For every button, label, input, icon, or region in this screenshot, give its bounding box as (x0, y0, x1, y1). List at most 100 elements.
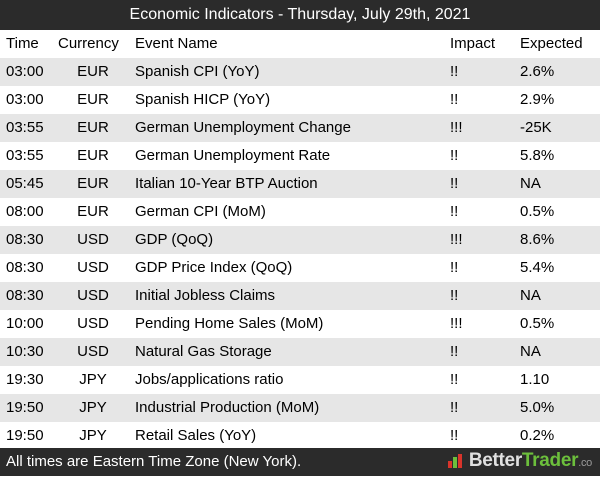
cell-time: 08:30 (6, 231, 44, 248)
table-row: 08:30 USD Initial Jobless Claims!! NA (0, 282, 600, 310)
cell-currency: EUR (77, 63, 109, 80)
cell-event-name: Retail Sales (YoY) (135, 427, 257, 444)
cell-time: 08:00 (6, 203, 44, 220)
cell-event-name: Italian 10-Year BTP Auction (135, 175, 318, 192)
table-row: 10:30 USD Natural Gas Storage!! NA (0, 338, 600, 366)
cell-expected: NA (520, 175, 541, 192)
cell-expected: 5.4% (520, 259, 555, 276)
table-row: 08:30 USD GDP (QoQ)!!! 8.6% (0, 226, 600, 254)
table-row: 05:45 EUR Italian 10-Year BTP Auction!! NA (0, 170, 600, 198)
column-header-row: Time Currency Event Name Impact Expected (0, 30, 600, 58)
cell-expected: 5.8% (520, 147, 555, 164)
table-row: 10:00 USD Pending Home Sales (MoM)!!! 0.5% (0, 310, 600, 338)
cell-impact: !! (450, 203, 459, 220)
cell-impact: !! (450, 343, 459, 360)
column-header-time: Time (6, 35, 39, 52)
bar-chart-logo-icon (447, 454, 464, 470)
cell-event-name: Initial Jobless Claims (135, 287, 276, 304)
cell-time: 19:50 (6, 427, 44, 444)
cell-currency: JPY (79, 399, 107, 416)
cell-expected: NA (520, 287, 541, 304)
cell-time: 05:45 (6, 175, 44, 192)
cell-impact: !! (450, 427, 459, 444)
cell-event-name: German Unemployment Change (135, 119, 351, 136)
cell-event-name: GDP Price Index (QoQ) (135, 259, 293, 276)
cell-impact: !! (450, 91, 459, 108)
table-row: 08:30 USD GDP Price Index (QoQ)!! 5.4% (0, 254, 600, 282)
column-header-currency: Currency (58, 35, 119, 52)
cell-expected: 2.6% (520, 63, 555, 80)
cell-event-name: Industrial Production (MoM) (135, 399, 320, 416)
cell-expected: 0.5% (520, 203, 555, 220)
cell-impact: !!! (450, 231, 463, 248)
cell-currency: USD (77, 315, 109, 332)
brand-name: BetterTrader.co (469, 447, 592, 477)
cell-time: 19:30 (6, 371, 44, 388)
cell-currency: JPY (79, 427, 107, 444)
brand-name-part1: Better (468, 450, 522, 471)
brand-logo-link[interactable]: BetterTrader.co (447, 447, 592, 477)
table-row: 19:50 JPY Industrial Production (MoM)!! 5.0… (0, 394, 600, 422)
cell-time: 03:00 (6, 63, 44, 80)
cell-currency: EUR (77, 175, 109, 192)
table-row: 08:00 EUR German CPI (MoM)!! 0.5% (0, 198, 600, 226)
brand-tld: .co (578, 457, 592, 469)
cell-event-name: German Unemployment Rate (135, 147, 331, 164)
table-row: 19:30 JPY Jobs/applications ratio!! 1.10 (0, 366, 600, 394)
cell-event-name: Jobs/applications ratio (135, 371, 284, 388)
calendar-title: Economic Indicators - Thursday, July 29t… (0, 0, 600, 30)
column-header-expected: Expected (520, 35, 583, 52)
cell-impact: !! (450, 399, 459, 416)
cell-expected: NA (520, 343, 541, 360)
table-row: 19:50 JPY Retail Sales (YoY)!! 0.2% (0, 422, 600, 450)
cell-time: 10:30 (6, 343, 44, 360)
column-header-impact: Impact (450, 35, 496, 52)
cell-event-name: Spanish HICP (YoY) (135, 91, 271, 108)
footer-bar: All times are Eastern Time Zone (New Yor… (0, 448, 600, 476)
cell-currency: EUR (77, 91, 109, 108)
cell-impact: !! (450, 175, 459, 192)
cell-currency: JPY (79, 371, 107, 388)
cell-currency: USD (77, 287, 109, 304)
cell-currency: USD (77, 259, 109, 276)
cell-currency: USD (77, 343, 109, 360)
events-table-body: 03:00 EUR Spanish CPI (YoY)!! 2.6% 03:00 EUR S… (0, 58, 600, 450)
table-row: 03:00 EUR Spanish CPI (YoY)!! 2.6% (0, 58, 600, 86)
cell-impact: !! (450, 63, 459, 80)
timezone-note: All times are Eastern Time Zone (New Yor… (6, 453, 302, 470)
cell-event-name: German CPI (MoM) (135, 203, 266, 220)
cell-impact: !!! (450, 315, 463, 332)
cell-event-name: Natural Gas Storage (135, 343, 272, 360)
cell-time: 03:55 (6, 147, 44, 164)
cell-currency: EUR (77, 147, 109, 164)
cell-impact: !! (450, 259, 459, 276)
table-row: 03:55 EUR German Unemployment Change!!! -25… (0, 114, 600, 142)
cell-currency: USD (77, 231, 109, 248)
cell-currency: EUR (77, 119, 109, 136)
cell-time: 10:00 (6, 315, 44, 332)
brand-name-part2: Trader (521, 450, 579, 471)
cell-time: 08:30 (6, 259, 44, 276)
cell-event-name: Spanish CPI (YoY) (135, 63, 260, 80)
cell-time: 19:50 (6, 399, 44, 416)
cell-event-name: Pending Home Sales (MoM) (135, 315, 324, 332)
cell-time: 08:30 (6, 287, 44, 304)
cell-impact: !! (450, 287, 459, 304)
cell-event-name: GDP (QoQ) (135, 231, 214, 248)
cell-impact: !!! (450, 119, 463, 136)
cell-expected: 1.10 (520, 371, 550, 388)
table-row: 03:55 EUR German Unemployment Rate!! 5.8% (0, 142, 600, 170)
cell-currency: EUR (77, 203, 109, 220)
cell-expected: 0.2% (520, 427, 555, 444)
cell-expected: 2.9% (520, 91, 555, 108)
table-row: 03:00 EUR Spanish HICP (YoY)!! 2.9% (0, 86, 600, 114)
cell-impact: !! (450, 371, 459, 388)
cell-expected: 8.6% (520, 231, 555, 248)
cell-time: 03:00 (6, 91, 44, 108)
cell-impact: !! (450, 147, 459, 164)
cell-expected: -25K (520, 119, 552, 136)
cell-expected: 5.0% (520, 399, 555, 416)
cell-time: 03:55 (6, 119, 44, 136)
cell-expected: 0.5% (520, 315, 555, 332)
